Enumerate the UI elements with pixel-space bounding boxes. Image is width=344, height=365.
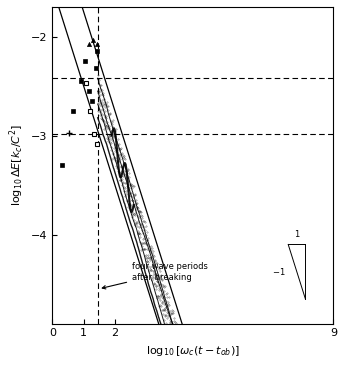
Y-axis label: $\log_{10}\Delta E[k_c/C^2]$: $\log_{10}\Delta E[k_c/C^2]$	[7, 124, 25, 206]
X-axis label: $\log_{10}[\omega_c(t-t_{ob})]$: $\log_{10}[\omega_c(t-t_{ob})]$	[146, 344, 240, 358]
Text: $-1$: $-1$	[272, 266, 286, 277]
Text: four wave periods
after breaking: four wave periods after breaking	[102, 262, 208, 289]
Text: $1$: $1$	[293, 227, 300, 238]
